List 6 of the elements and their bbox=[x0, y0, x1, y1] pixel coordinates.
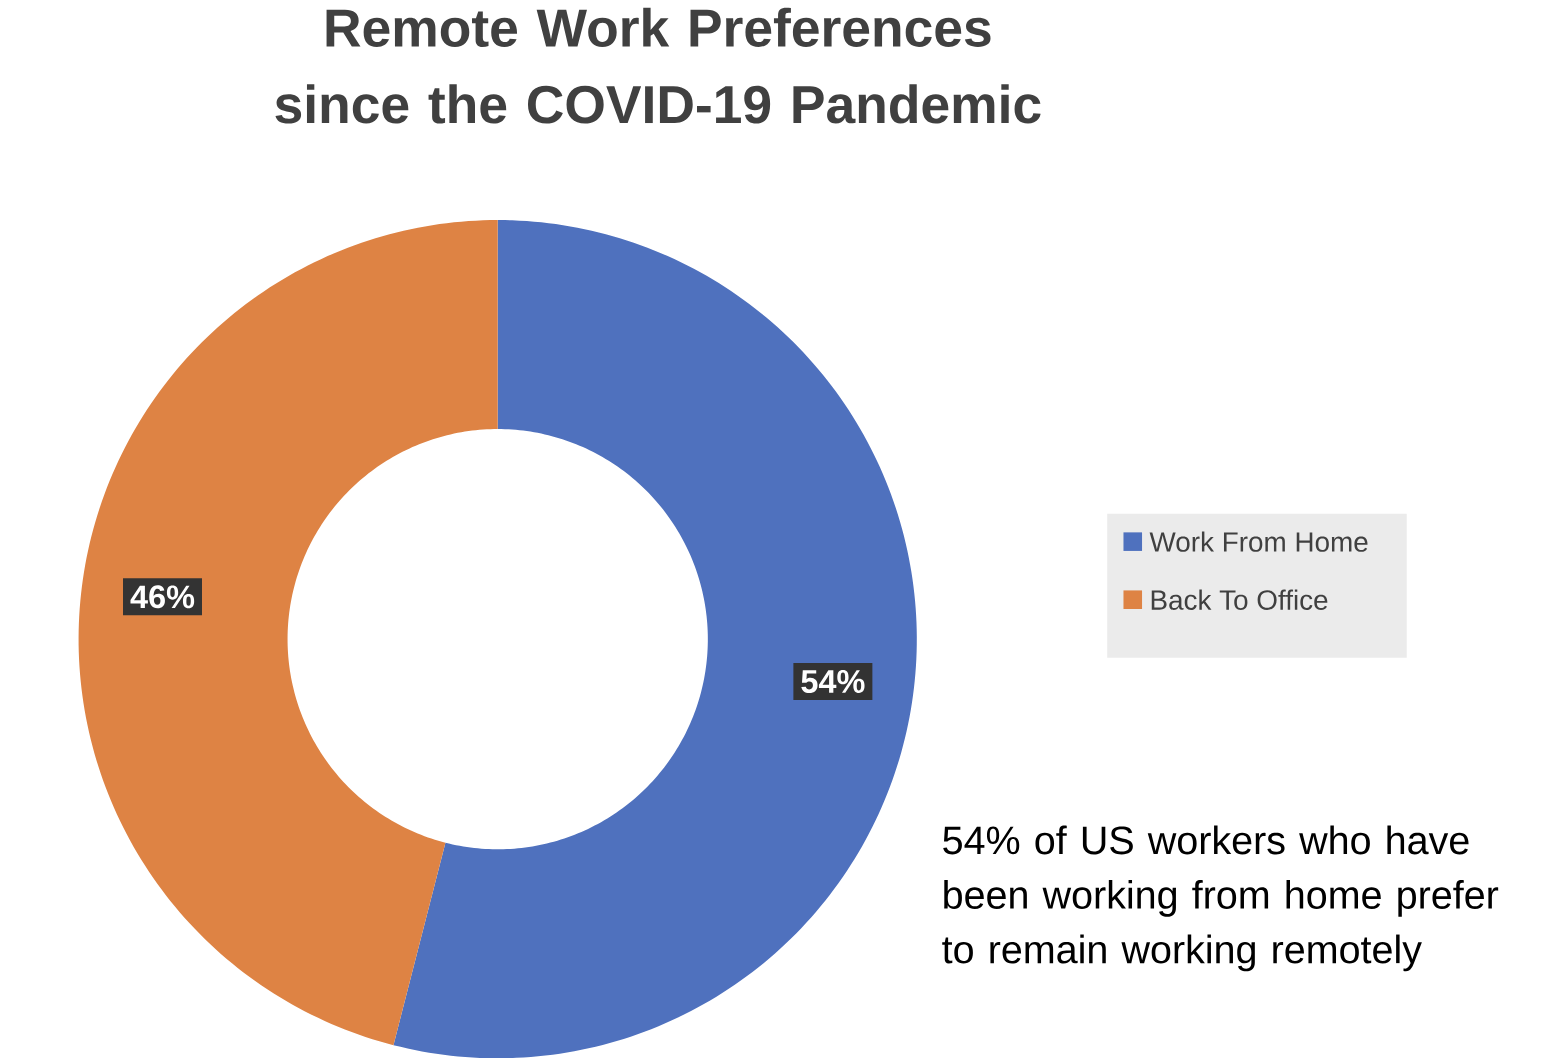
legend-label: Back To Office bbox=[1151, 589, 1328, 610]
text: 54% of US workers who have been working from home prefer to remain working remotely bbox=[942, 825, 1499, 972]
legend-label: Work From Home bbox=[1149, 531, 1368, 552]
data-label: 54% bbox=[801, 669, 865, 693]
data-label: 46% bbox=[130, 585, 195, 609]
chart-title: Remote Work Preferences since the COVID-19 Pandemic bbox=[275, 7, 1041, 124]
